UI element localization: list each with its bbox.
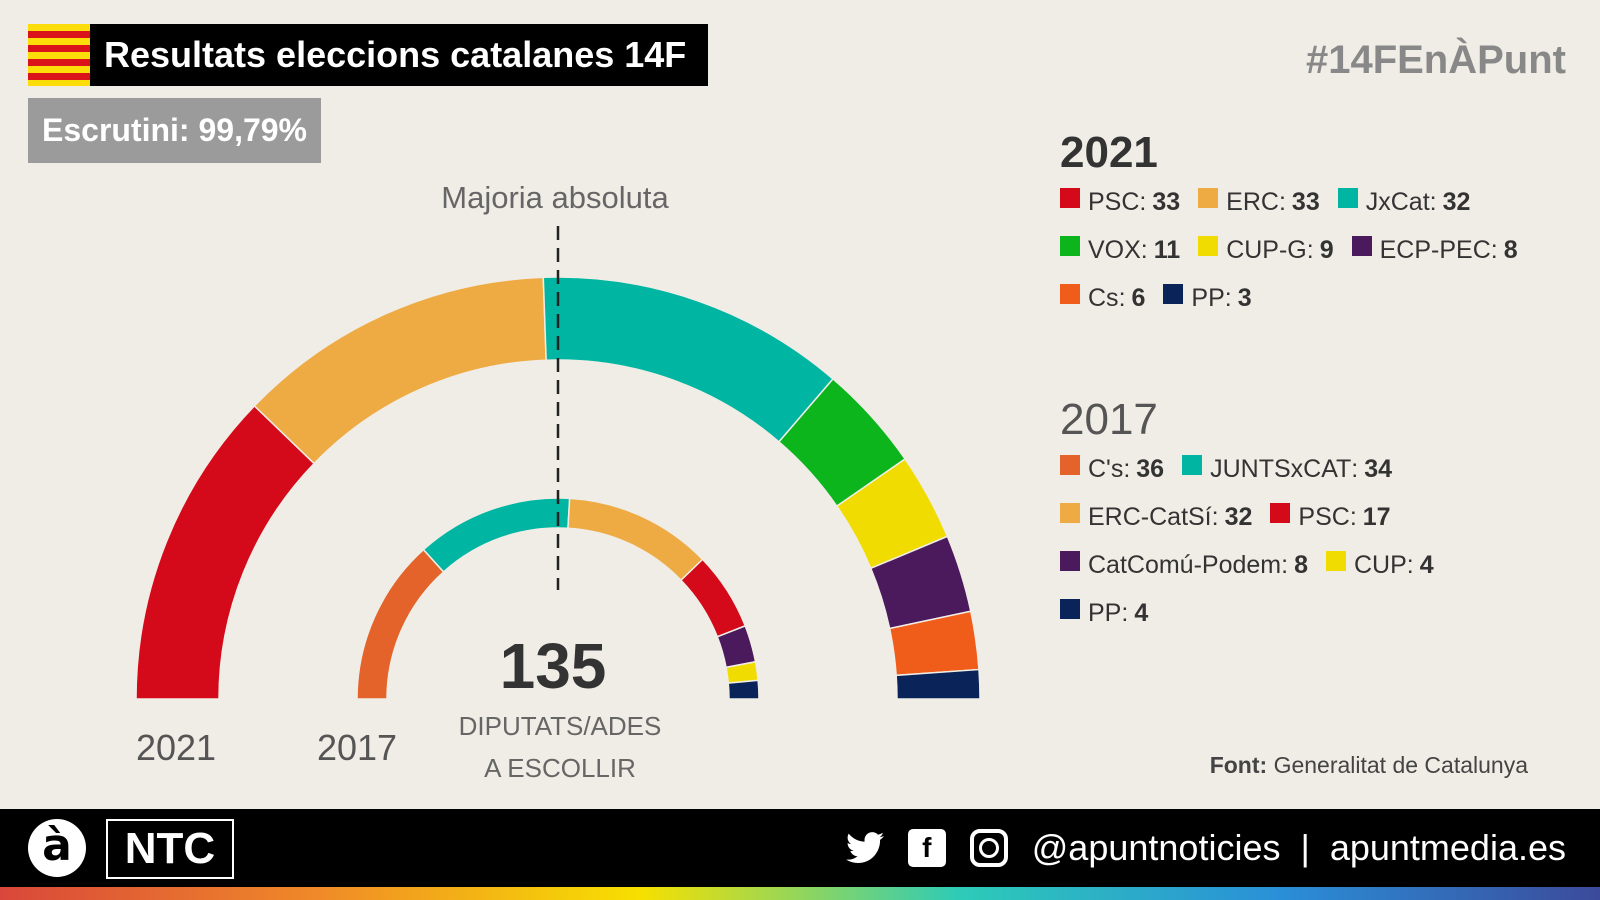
legend-item: PP:3 bbox=[1163, 283, 1252, 312]
legend-seats: 11 bbox=[1153, 235, 1181, 264]
source-label: Font: bbox=[1209, 752, 1268, 778]
legend-party-name: JUNTSxCAT bbox=[1210, 454, 1352, 483]
escrutini-badge: Escrutini: 99,79% bbox=[28, 98, 321, 163]
legend-swatch bbox=[1060, 236, 1080, 256]
legend-swatch bbox=[1337, 188, 1358, 208]
legend-seats: 17 bbox=[1362, 502, 1391, 531]
page-title: Resultats eleccions catalanes 14F bbox=[90, 24, 709, 86]
legend-seats: 33 bbox=[1152, 187, 1181, 216]
series-label-2017: 2017 bbox=[317, 727, 397, 768]
parliament-chart: Majoria absoluta 135 DIPUTATS/ADES A ESC… bbox=[135, 180, 981, 783]
source-value: Generalitat de Catalunya bbox=[1273, 752, 1528, 778]
legend-seats: 4 bbox=[1134, 598, 1149, 627]
legend-swatch bbox=[1060, 188, 1080, 208]
legend-seats: 6 bbox=[1131, 283, 1146, 312]
legend-item: ECP-PEC:8 bbox=[1351, 235, 1518, 264]
legend-seats: 3 bbox=[1237, 283, 1252, 312]
majority-label: Majoria absoluta bbox=[441, 180, 669, 215]
legend-swatch bbox=[1182, 455, 1203, 475]
legend-swatch bbox=[1060, 503, 1080, 523]
facebook-icon[interactable]: f bbox=[907, 829, 946, 867]
legend-swatch bbox=[1351, 236, 1372, 256]
legend-seats: 4 bbox=[1419, 550, 1434, 579]
legend-party-name: ERC bbox=[1226, 187, 1279, 216]
total-caption-1: DIPUTATS/ADES bbox=[459, 711, 662, 741]
catalan-flag-icon bbox=[28, 24, 90, 86]
legend-party-name: JxCat bbox=[1365, 187, 1430, 216]
legend-seats: 8 bbox=[1294, 550, 1308, 579]
legend-party-name: PP bbox=[1088, 598, 1122, 627]
legend-item: ERC-CatSí:32 bbox=[1060, 503, 1252, 531]
legend-swatch bbox=[1060, 599, 1080, 619]
legend-party-name: CUP-G bbox=[1226, 235, 1307, 264]
social-links: f @apuntnoticies | apuntmedia.es bbox=[845, 809, 1566, 887]
footer: à NTC f @apuntnoticies | apuntmedia.es bbox=[0, 809, 1600, 887]
legend-item: CUP:4 bbox=[1326, 551, 1434, 579]
legend-item: CUP-G:9 bbox=[1198, 235, 1334, 264]
legend-seats: 32 bbox=[1224, 502, 1253, 531]
legend-swatch bbox=[1326, 551, 1346, 571]
series-label-2021: 2021 bbox=[136, 727, 216, 768]
arc-2017-pp bbox=[727, 679, 760, 700]
legend-item: JUNTSxCAT:34 bbox=[1182, 455, 1392, 483]
separator: | bbox=[1300, 827, 1310, 868]
arc-2017-c-s bbox=[356, 548, 445, 700]
legend-swatch bbox=[1198, 236, 1219, 256]
arc-2017-juntsxcat bbox=[422, 497, 571, 573]
legend-title-2021: 2021 bbox=[1060, 128, 1158, 177]
legend-party-name: CatComú-Podem bbox=[1088, 550, 1282, 579]
legend-item: ERC:33 bbox=[1198, 188, 1320, 216]
legend-item: VOX:11 bbox=[1060, 236, 1180, 264]
legend-party-name: CUP bbox=[1354, 550, 1407, 579]
legend-item: CatComú-Podem:8 bbox=[1060, 551, 1308, 579]
legend-title-2017: 2017 bbox=[1060, 395, 1158, 444]
arc-2021-erc bbox=[253, 276, 547, 465]
hashtag: #14FEnÀPunt bbox=[1305, 38, 1566, 82]
total-caption-2: A ESCOLLIR bbox=[484, 753, 636, 783]
legend-item: PSC:33 bbox=[1060, 188, 1180, 216]
legend-swatch bbox=[1198, 188, 1219, 208]
legend-party-name: VOX bbox=[1088, 235, 1141, 264]
arc-2021-pp bbox=[895, 668, 981, 700]
legend-swatch bbox=[1060, 551, 1080, 571]
arc-2017-psc bbox=[679, 558, 747, 638]
legend-party-name: C's bbox=[1088, 454, 1124, 483]
legend-item: JxCat:32 bbox=[1337, 187, 1471, 216]
legend-swatch bbox=[1270, 503, 1291, 523]
legend-party-name: ERC-CatSí bbox=[1088, 502, 1212, 531]
legend-2017: 2017 C's:36 JUNTSxCAT:34 ERC-CatSí:32 PSC:1… bbox=[1060, 395, 1540, 647]
legend-item: PP:4 bbox=[1060, 599, 1148, 627]
legend-swatch bbox=[1060, 455, 1080, 475]
legend-seats: 9 bbox=[1319, 235, 1334, 264]
total-seats: 135 bbox=[500, 630, 607, 702]
arc-2021-jxcat bbox=[542, 276, 835, 443]
legend-party-name: PSC bbox=[1298, 502, 1350, 531]
legend-seats: 33 bbox=[1291, 187, 1320, 216]
social-handle[interactable]: @apuntnoticies bbox=[1031, 827, 1281, 868]
rainbow-stripe bbox=[0, 887, 1600, 900]
legend-seats: 8 bbox=[1503, 235, 1518, 264]
legend-seats: 34 bbox=[1364, 454, 1393, 483]
legend-party-name: ECP-PEC bbox=[1379, 235, 1491, 264]
legend-seats: 32 bbox=[1442, 187, 1471, 216]
source-note: Font: Generalitat de Catalunya bbox=[1210, 752, 1528, 779]
arc-2017-erc-cats- bbox=[567, 497, 704, 582]
ntc-logo[interactable]: NTC bbox=[106, 819, 234, 879]
legend-item: C's:36 bbox=[1060, 455, 1164, 483]
arc-2021-psc bbox=[135, 404, 316, 700]
title-box: Resultats eleccions catalanes 14F bbox=[28, 24, 709, 86]
website-link[interactable]: apuntmedia.es bbox=[1329, 827, 1566, 868]
legend-swatch bbox=[1163, 284, 1184, 304]
legend-party-name: PP bbox=[1191, 283, 1225, 312]
instagram-icon[interactable] bbox=[969, 829, 1008, 867]
legend-seats: 36 bbox=[1136, 454, 1165, 483]
apunt-logo[interactable]: à bbox=[28, 819, 86, 877]
legend-item: Cs:6 bbox=[1060, 284, 1145, 312]
legend-2021: 2021 PSC:33 ERC:33 JxCat:32 VOX:11 CUP-G:9 EC… bbox=[1060, 128, 1540, 332]
legend-party-name: Cs bbox=[1088, 283, 1119, 312]
twitter-icon[interactable] bbox=[845, 829, 884, 867]
legend-item: PSC:17 bbox=[1270, 502, 1391, 531]
legend-swatch bbox=[1060, 284, 1080, 304]
legend-party-name: PSC bbox=[1088, 187, 1140, 216]
